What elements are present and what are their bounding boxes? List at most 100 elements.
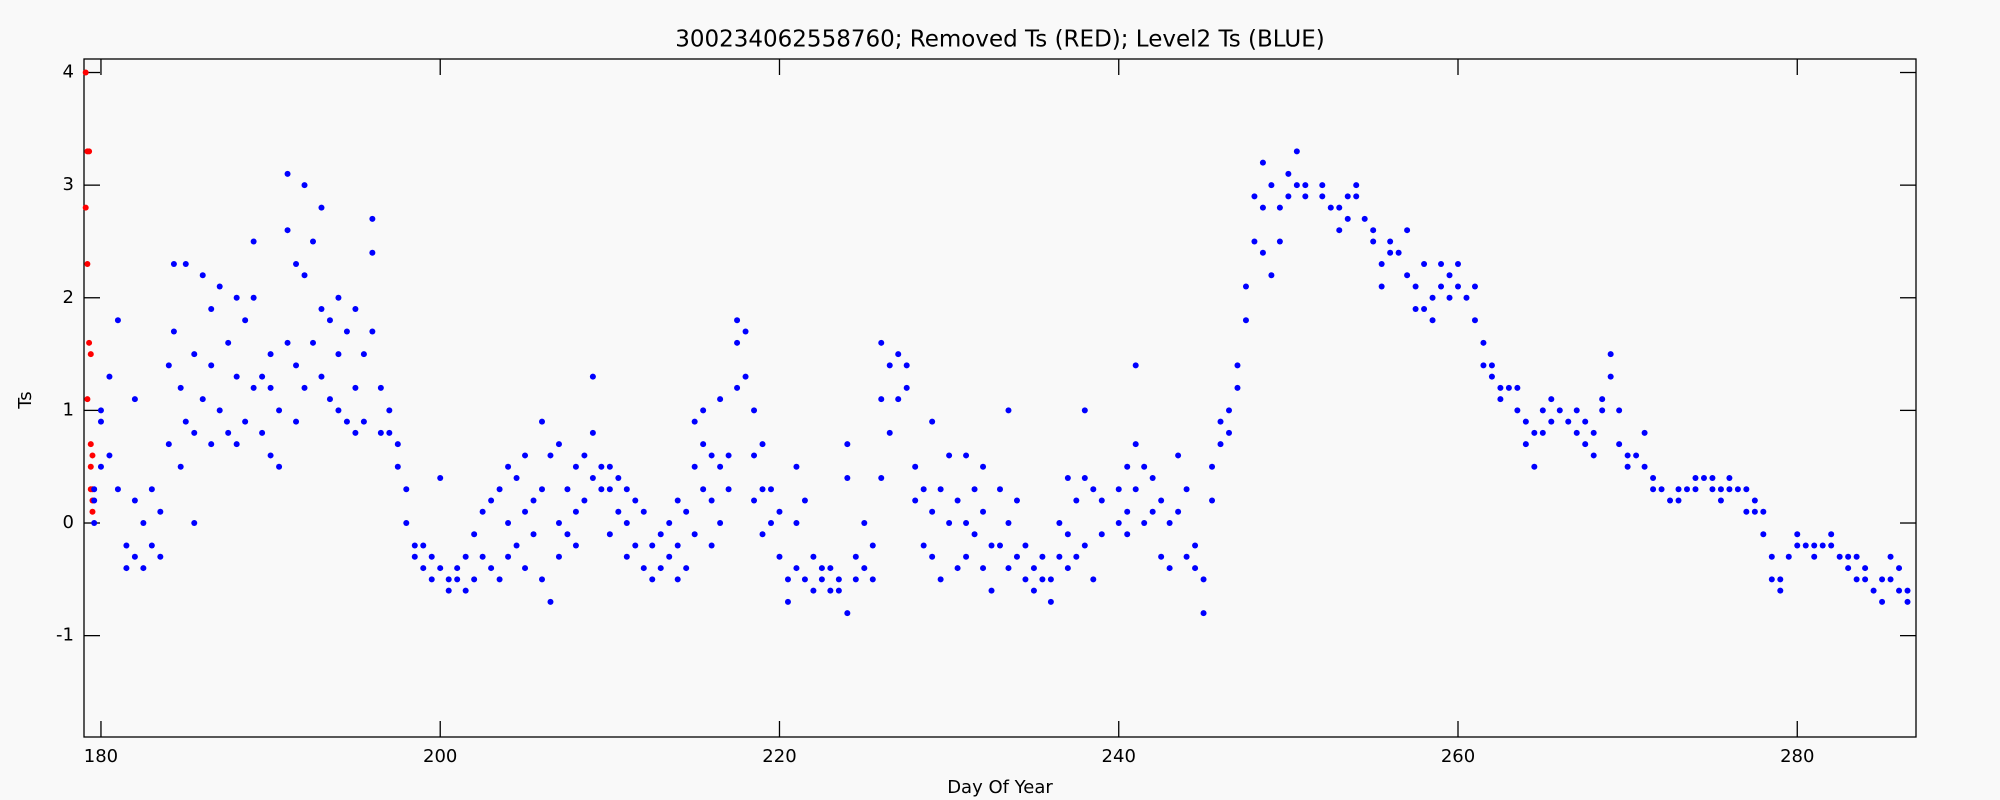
data-point (768, 486, 774, 493)
data-point (539, 486, 545, 493)
x-tick-label: 240 (1102, 746, 1136, 767)
data-point (1039, 553, 1046, 560)
data-point (1471, 317, 1478, 324)
data-point (91, 520, 98, 527)
data-point (1539, 407, 1546, 414)
data-point (148, 542, 155, 549)
data-point (437, 565, 444, 572)
data-point (140, 565, 147, 572)
data-point (259, 429, 266, 436)
data-point (1234, 384, 1241, 391)
data-point (318, 306, 325, 313)
data-point (420, 542, 427, 549)
data-point (276, 463, 283, 470)
data-point (84, 260, 91, 267)
data-point (1336, 204, 1343, 211)
data-point (114, 486, 121, 493)
data-point (657, 565, 664, 572)
data-point (555, 553, 562, 560)
data-point (759, 486, 766, 493)
data-point (157, 508, 164, 515)
data-point (623, 553, 630, 560)
data-point (1073, 553, 1080, 560)
data-point (191, 351, 198, 358)
data-point (555, 441, 562, 448)
data-point (505, 463, 512, 470)
data-point (1548, 418, 1555, 425)
data-point (284, 170, 291, 177)
data-point (1132, 362, 1139, 369)
data-point (233, 441, 240, 448)
data-point (471, 576, 478, 583)
data-point (1607, 373, 1614, 380)
data-point (1700, 474, 1707, 481)
data-point (87, 441, 94, 448)
data-point (997, 542, 1003, 549)
data-point (1896, 565, 1903, 572)
data-point (734, 339, 741, 346)
data-point (1726, 474, 1733, 481)
data-point (547, 598, 554, 605)
data-point (140, 520, 147, 527)
data-point (123, 542, 130, 549)
data-point (1709, 474, 1716, 481)
data-point (861, 520, 868, 527)
data-point (700, 486, 707, 493)
data-point (623, 486, 630, 493)
data-point (700, 407, 707, 414)
data-point (929, 553, 936, 560)
data-point (369, 215, 376, 222)
data-point (1124, 463, 1131, 470)
data-point (751, 452, 758, 459)
data-point (86, 339, 93, 346)
x-tick-label: 280 (1780, 746, 1814, 767)
data-point (1064, 474, 1071, 481)
data-point (1828, 531, 1835, 538)
data-point (564, 486, 571, 493)
data-point (1098, 497, 1105, 504)
data-point (208, 441, 215, 448)
data-point (708, 497, 715, 504)
data-point (1497, 396, 1504, 403)
data-point (1641, 429, 1648, 436)
data-point (1777, 576, 1784, 583)
data-point (564, 531, 571, 538)
data-point (810, 553, 817, 560)
data-point (488, 497, 495, 504)
data-point (835, 576, 842, 583)
data-point (827, 587, 834, 594)
data-point (801, 576, 808, 583)
data-point (1743, 508, 1750, 515)
data-point (250, 384, 257, 391)
data-point (1429, 294, 1436, 301)
data-point (844, 474, 851, 481)
data-point (954, 565, 961, 572)
data-point (852, 553, 859, 560)
data-point (1175, 452, 1182, 459)
data-point (1285, 193, 1292, 200)
data-point (293, 362, 300, 369)
y-tick-label: 2 (63, 287, 74, 308)
data-point (106, 373, 113, 380)
data-point (1887, 576, 1894, 583)
data-point (1005, 565, 1012, 572)
data-point (131, 396, 138, 403)
data-point (1599, 407, 1606, 414)
data-point (1124, 531, 1131, 538)
data-point (411, 542, 418, 549)
data-point (666, 553, 673, 560)
data-point (208, 362, 215, 369)
data-point (1251, 238, 1258, 245)
data-point (1556, 407, 1563, 414)
data-point (191, 429, 198, 436)
data-point (403, 486, 410, 493)
data-point (946, 520, 953, 527)
data-point (1073, 497, 1080, 504)
data-point (420, 565, 427, 572)
data-point (776, 508, 783, 515)
data-point (1463, 294, 1470, 301)
data-point (284, 227, 291, 234)
data-point (1607, 351, 1614, 358)
data-point (1650, 474, 1657, 481)
